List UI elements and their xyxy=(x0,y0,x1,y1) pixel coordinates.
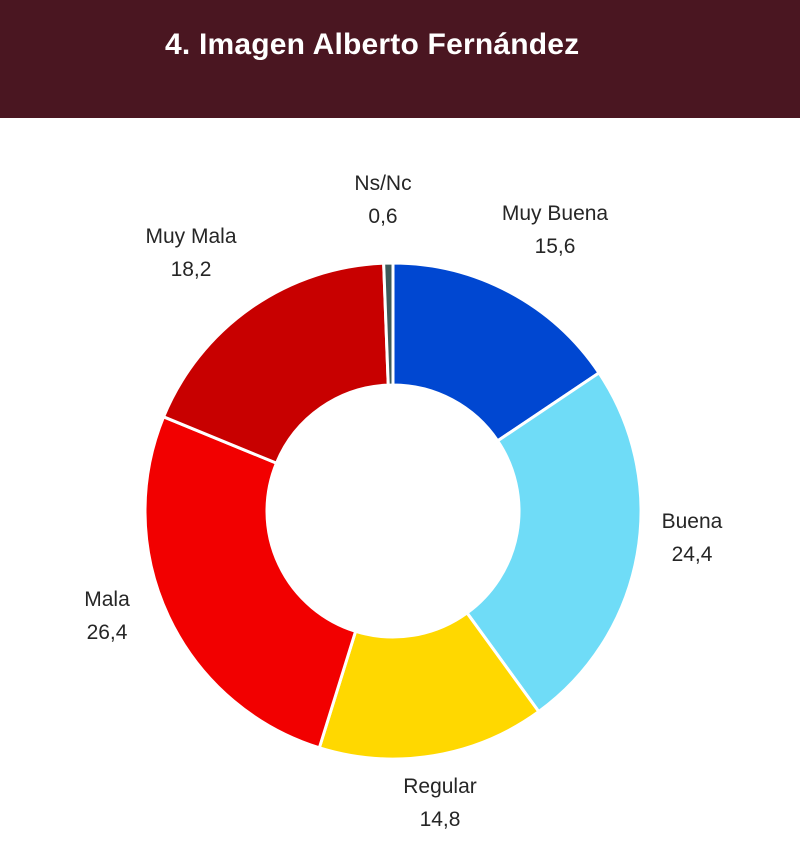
slice-value-mala: 26,4 xyxy=(87,621,128,644)
slice-value-muy-buena: 15,6 xyxy=(535,235,576,258)
slice-label-muy-buena: Muy Buena xyxy=(502,202,609,225)
slice-label-mala: Mala xyxy=(84,588,130,611)
slice-value-regular: 14,8 xyxy=(420,808,461,831)
slice-regular xyxy=(317,610,541,761)
slice-labels: Muy Buena 15,6 Buena 24,4 Regular 14,8 Mala 26,… xyxy=(84,172,722,831)
page-title: 4. Imagen Alberto Fernández xyxy=(165,28,580,61)
slice-ns-nc xyxy=(382,261,395,387)
slice-label-ns-nc: Ns/Nc xyxy=(354,172,411,195)
slice-mala xyxy=(143,414,358,750)
donut-chart-area: Muy Buena 15,6 Buena 24,4 Regular 14,8 Mala 26,… xyxy=(0,118,800,868)
slice-muy-mala xyxy=(161,261,390,466)
slice-muy-buena xyxy=(391,261,602,443)
slice-label-muy-mala: Muy Mala xyxy=(145,225,236,248)
donut-slices xyxy=(143,261,643,761)
slice-buena xyxy=(464,370,643,714)
header-bar: 4. Imagen Alberto Fernández xyxy=(0,0,800,118)
slice-value-ns-nc: 0,6 xyxy=(368,205,397,228)
donut-chart: Muy Buena 15,6 Buena 24,4 Regular 14,8 Mala 26,… xyxy=(84,172,722,831)
slice-label-buena: Buena xyxy=(662,510,723,533)
slice-label-regular: Regular xyxy=(403,775,477,798)
slice-value-muy-mala: 18,2 xyxy=(171,258,212,281)
slice-value-buena: 24,4 xyxy=(672,543,713,566)
